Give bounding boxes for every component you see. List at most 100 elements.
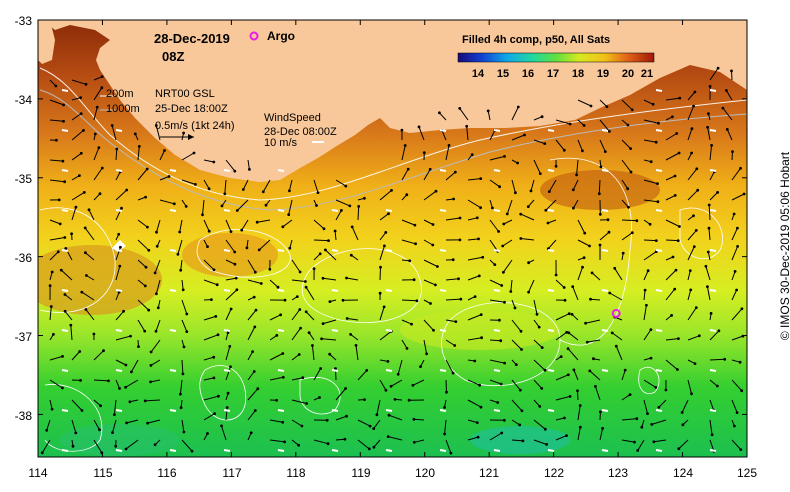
current-vector-head (565, 434, 568, 437)
current-vector (93, 147, 100, 161)
current-vector-head (453, 170, 457, 174)
sla-contour (301, 248, 422, 323)
current-vector (49, 379, 63, 389)
current-vector-head (503, 155, 506, 158)
current-vector-head (636, 449, 640, 452)
current-vector (93, 107, 98, 121)
current-vector-head (326, 442, 330, 446)
current-vector (533, 399, 541, 407)
wind-barb (601, 449, 609, 452)
current-vector-head (312, 267, 316, 271)
current-vector (511, 319, 522, 332)
current-vector-head (100, 166, 104, 170)
current-vector (291, 377, 303, 381)
wind-barb (331, 289, 339, 292)
current-vector-head (146, 421, 150, 425)
current-vector (203, 279, 218, 286)
current-vector-head (601, 427, 604, 430)
current-vector-head (69, 323, 73, 327)
current-vector (506, 199, 513, 215)
current-vector-head (212, 376, 216, 380)
current-vector (731, 308, 743, 321)
current-vector-head (565, 330, 569, 334)
current-vector (611, 332, 623, 341)
current-vector (731, 193, 745, 201)
current-vector (444, 419, 447, 435)
current-vector (467, 275, 480, 281)
wind-barb (655, 129, 663, 132)
current-vector (709, 192, 718, 201)
current-vector-head (82, 129, 85, 132)
current-vector (731, 151, 733, 161)
current-vector-head (676, 368, 679, 371)
current-vector-head (692, 104, 695, 108)
current-vector-head (581, 265, 584, 269)
colorbar-title: Filled 4h comp, p50, All Sats (462, 34, 611, 46)
current-vector-head (692, 214, 695, 218)
current-vector (93, 439, 103, 454)
current-vector-head (445, 390, 448, 394)
current-vector (722, 107, 733, 121)
current-vector-head (547, 190, 551, 194)
y-tick-label: -37 (14, 330, 32, 344)
current-vector (599, 428, 604, 441)
current-vector-head (245, 246, 249, 250)
current-vector-head (476, 435, 480, 439)
current-vector (621, 199, 629, 208)
current-vector (350, 334, 359, 341)
wind-barb (61, 369, 69, 372)
current-vector-head (486, 109, 490, 113)
current-vector (155, 319, 161, 332)
current-vector-head (149, 364, 153, 367)
current-vector (637, 439, 645, 451)
current-vector-head (519, 237, 523, 240)
current-vector-head (61, 159, 65, 163)
current-vector (548, 239, 557, 249)
current-vector-head (334, 367, 337, 370)
current-vector-head (333, 229, 337, 233)
current-vector (528, 279, 535, 293)
current-vector (707, 127, 711, 141)
current-vector-head (733, 424, 736, 428)
wind-barb (493, 329, 501, 332)
wind-barb (439, 409, 447, 412)
current-vector-head (736, 245, 739, 248)
current-vector (709, 330, 720, 341)
current-vector-head (516, 105, 520, 109)
wind-barb (655, 409, 663, 412)
current-vector-head (589, 297, 592, 301)
current-vector-head (363, 196, 366, 200)
current-vector (577, 239, 590, 247)
current-vector-head (465, 124, 469, 128)
land-mass-west (38, 20, 55, 64)
current-vector-head (629, 147, 632, 151)
current-vector-head (264, 203, 268, 207)
current-vector-head (709, 312, 713, 315)
current-vector-head (654, 386, 658, 389)
current-vector-head (379, 265, 382, 269)
current-vector (181, 152, 195, 161)
current-vector (137, 146, 140, 161)
current-vector-head (253, 325, 257, 329)
wind-barb (547, 129, 555, 132)
current-vector-head (386, 435, 390, 438)
current-vector-head (630, 108, 634, 112)
current-vector-head (234, 276, 238, 280)
wind-barb (493, 409, 501, 412)
current-vector-head (646, 269, 650, 273)
current-vector-head (56, 250, 60, 254)
current-vector (351, 226, 359, 241)
wind-barb (439, 129, 447, 132)
current-vector-head (670, 314, 673, 317)
current-vector (423, 190, 437, 201)
current-vector-head (428, 167, 432, 171)
current-vector-head (479, 177, 483, 181)
current-vector-head (598, 212, 602, 216)
current-vector (225, 366, 231, 381)
current-vector-head (654, 140, 658, 144)
wind-barb (115, 409, 123, 412)
current-vector (445, 217, 461, 221)
current-vector (489, 279, 502, 286)
current-vector (731, 271, 736, 281)
current-vector (439, 112, 447, 121)
